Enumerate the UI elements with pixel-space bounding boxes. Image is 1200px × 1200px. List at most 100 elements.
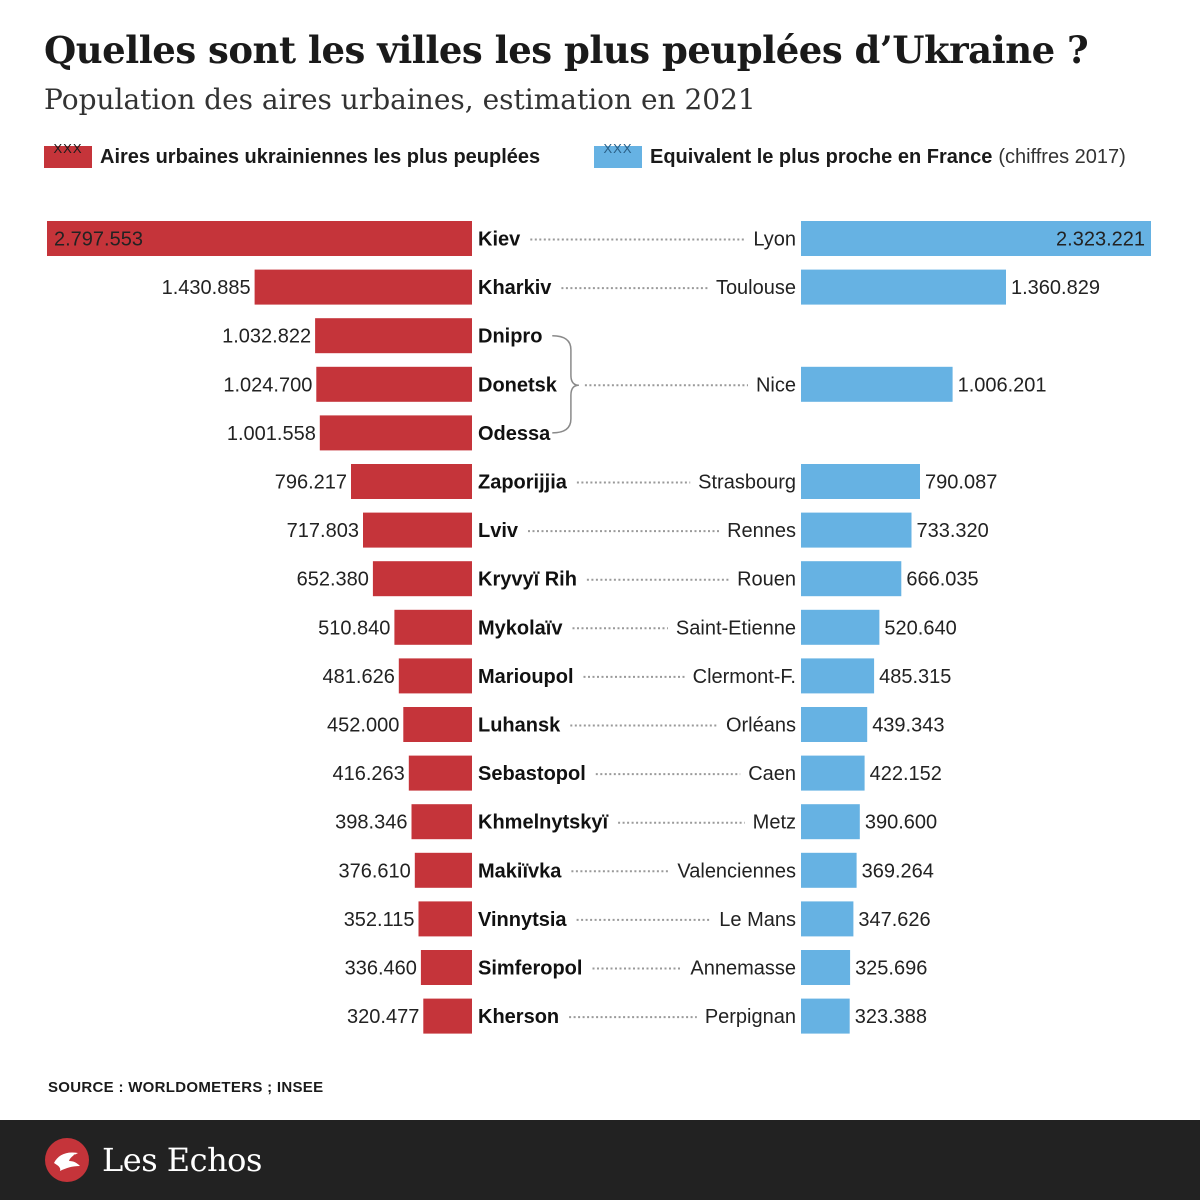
ukraine-city-label: Kherson — [478, 1006, 559, 1028]
ukraine-city-label: Kiev — [478, 229, 521, 251]
france-bar — [801, 464, 920, 499]
brand-name: Les Echos — [102, 1141, 262, 1179]
ukraine-value-label: 1.032.822 — [222, 326, 311, 348]
ukraine-city-label: Simferopol — [478, 958, 582, 980]
ukraine-value-label: 1.430.885 — [162, 277, 251, 299]
ukraine-city-label: Khmelnytskyï — [478, 812, 608, 834]
france-value-label: 1.006.201 — [958, 374, 1047, 396]
france-value-label: 2.323.221 — [1056, 229, 1145, 251]
france-bar — [801, 609, 880, 645]
ukraine-value-label: 336.460 — [345, 958, 417, 980]
france-bar — [801, 707, 868, 742]
france-bar — [801, 366, 953, 402]
legend-note-france: (chiffres 2017) — [998, 145, 1126, 168]
legend-label-france: Equivalent le plus proche en France — [650, 145, 993, 168]
france-value-label: 325.696 — [855, 958, 927, 980]
ukraine-city-label: Lviv — [478, 520, 519, 542]
france-city-label: Saint-Etienne — [676, 617, 796, 639]
legend-swatch-france: XXX — [594, 141, 642, 168]
ukraine-city-label: Marioupol — [478, 666, 574, 688]
ukraine-bar — [411, 804, 472, 840]
france-bar — [801, 901, 854, 937]
ukraine-city-label: Vinnytsia — [478, 909, 567, 931]
ukraine-city-label: Luhansk — [478, 715, 561, 737]
legend-swatch-ukraine-text: XXX — [53, 141, 83, 156]
ukraine-bar — [363, 512, 472, 548]
ukraine-city-label: Makiïvka — [478, 860, 562, 882]
ukraine-value-label: 2.797.553 — [54, 229, 143, 251]
les-echos-logo-icon — [45, 1138, 89, 1182]
chart-title: Quelles sont les villes les plus peuplée… — [44, 28, 1089, 72]
ukraine-bar — [403, 707, 472, 742]
ukraine-bar — [316, 366, 472, 402]
france-city-label: Strasbourg — [698, 472, 796, 494]
france-value-label: 520.640 — [884, 617, 956, 639]
ukraine-bar — [315, 318, 472, 354]
butterfly-bar-chart: 2.797.553 Kiev 1.430.885 Kharkiv 1.032.822 Dn… — [47, 221, 1151, 1034]
ukraine-city-label: Odessa — [478, 423, 551, 445]
ukraine-bar — [372, 561, 472, 597]
france-value-label: 666.035 — [906, 569, 978, 591]
ukraine-bar — [319, 415, 472, 451]
legend-france: XXX Equivalent le plus proche en France … — [594, 141, 1126, 171]
ukraine-value-label: 796.217 — [275, 472, 347, 494]
france-bar — [801, 998, 850, 1034]
ukraine-city-label: Mykolaïv — [478, 617, 563, 639]
france-city-label: Valenciennes — [677, 860, 796, 882]
ukraine-bar — [47, 221, 472, 256]
france-value-label: 790.087 — [925, 472, 997, 494]
france-city-label: Rouen — [737, 569, 796, 591]
france-bar — [801, 950, 851, 985]
france-city-label: Lyon — [753, 229, 796, 251]
source-note: SOURCE : WORLDOMETERS ; INSEE — [48, 1079, 324, 1096]
france-value-label: 369.264 — [862, 860, 934, 882]
france-bar — [801, 269, 1006, 305]
france-value-label: 439.343 — [872, 715, 944, 737]
chart-subtitle: Population des aires urbaines, estimatio… — [44, 83, 756, 116]
legend-swatch-france-text: XXX — [603, 141, 633, 156]
france-city-label: Metz — [753, 812, 796, 834]
ukraine-value-label: 1.024.700 — [223, 374, 312, 396]
ukraine-bar — [351, 464, 472, 499]
france-bar — [801, 658, 875, 694]
ukraine-city-label: Donetsk — [478, 374, 558, 396]
france-city-label: Toulouse — [716, 277, 796, 299]
ukraine-bar — [414, 852, 472, 888]
france-bar — [801, 512, 912, 548]
france-city-label: Perpignan — [705, 1006, 796, 1028]
ukraine-city-label: Kryvyï Rih — [478, 569, 577, 591]
legend-swatch-ukraine: XXX — [44, 141, 92, 168]
france-bar — [801, 561, 902, 597]
ukraine-value-label: 320.477 — [347, 1006, 419, 1028]
ukraine-value-label: 652.380 — [297, 569, 369, 591]
ukraine-value-label: 416.263 — [332, 763, 404, 785]
legend-ukraine: XXX Aires urbaines ukrainiennes les plus… — [44, 141, 541, 171]
ukraine-bar — [408, 755, 472, 791]
france-value-label: 390.600 — [865, 812, 937, 834]
ukraine-value-label: 717.803 — [287, 520, 359, 542]
ukraine-value-label: 1.001.558 — [227, 423, 316, 445]
france-city-label: Annemasse — [690, 958, 796, 980]
ukraine-city-label: Dnipro — [478, 326, 542, 348]
france-value-label: 733.320 — [916, 520, 988, 542]
france-value-label: 422.152 — [870, 763, 942, 785]
ukraine-value-label: 452.000 — [327, 715, 399, 737]
france-city-label: Orléans — [726, 715, 796, 737]
france-value-label: 347.626 — [858, 909, 930, 931]
ukraine-bar — [418, 901, 472, 937]
ukraine-value-label: 352.115 — [344, 909, 415, 931]
grouping-brace — [552, 334, 579, 434]
france-bar — [801, 804, 860, 840]
legend-label-ukraine: Aires urbaines ukrainiennes les plus peu… — [100, 145, 541, 168]
ukraine-value-label: 398.346 — [335, 812, 407, 834]
ukraine-city-label: Kharkiv — [478, 277, 552, 299]
france-bar — [801, 755, 865, 791]
france-bar — [801, 221, 1151, 256]
ukraine-bar — [394, 609, 472, 645]
france-value-label: 323.388 — [855, 1006, 927, 1028]
france-city-label: Le Mans — [719, 909, 796, 931]
france-city-label: Rennes — [727, 520, 796, 542]
ukraine-city-label: Zaporijjia — [478, 472, 568, 494]
france-city-label: Nice — [756, 374, 796, 396]
ukraine-bar — [254, 269, 472, 305]
